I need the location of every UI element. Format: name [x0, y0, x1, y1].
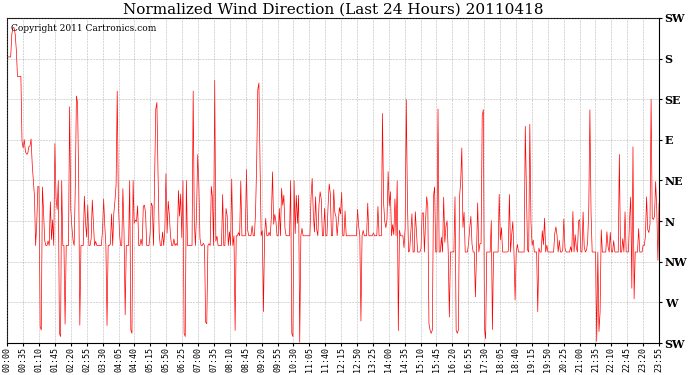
Title: Normalized Wind Direction (Last 24 Hours) 20110418: Normalized Wind Direction (Last 24 Hours… — [123, 3, 544, 17]
Text: Copyright 2011 Cartronics.com: Copyright 2011 Cartronics.com — [10, 24, 156, 33]
